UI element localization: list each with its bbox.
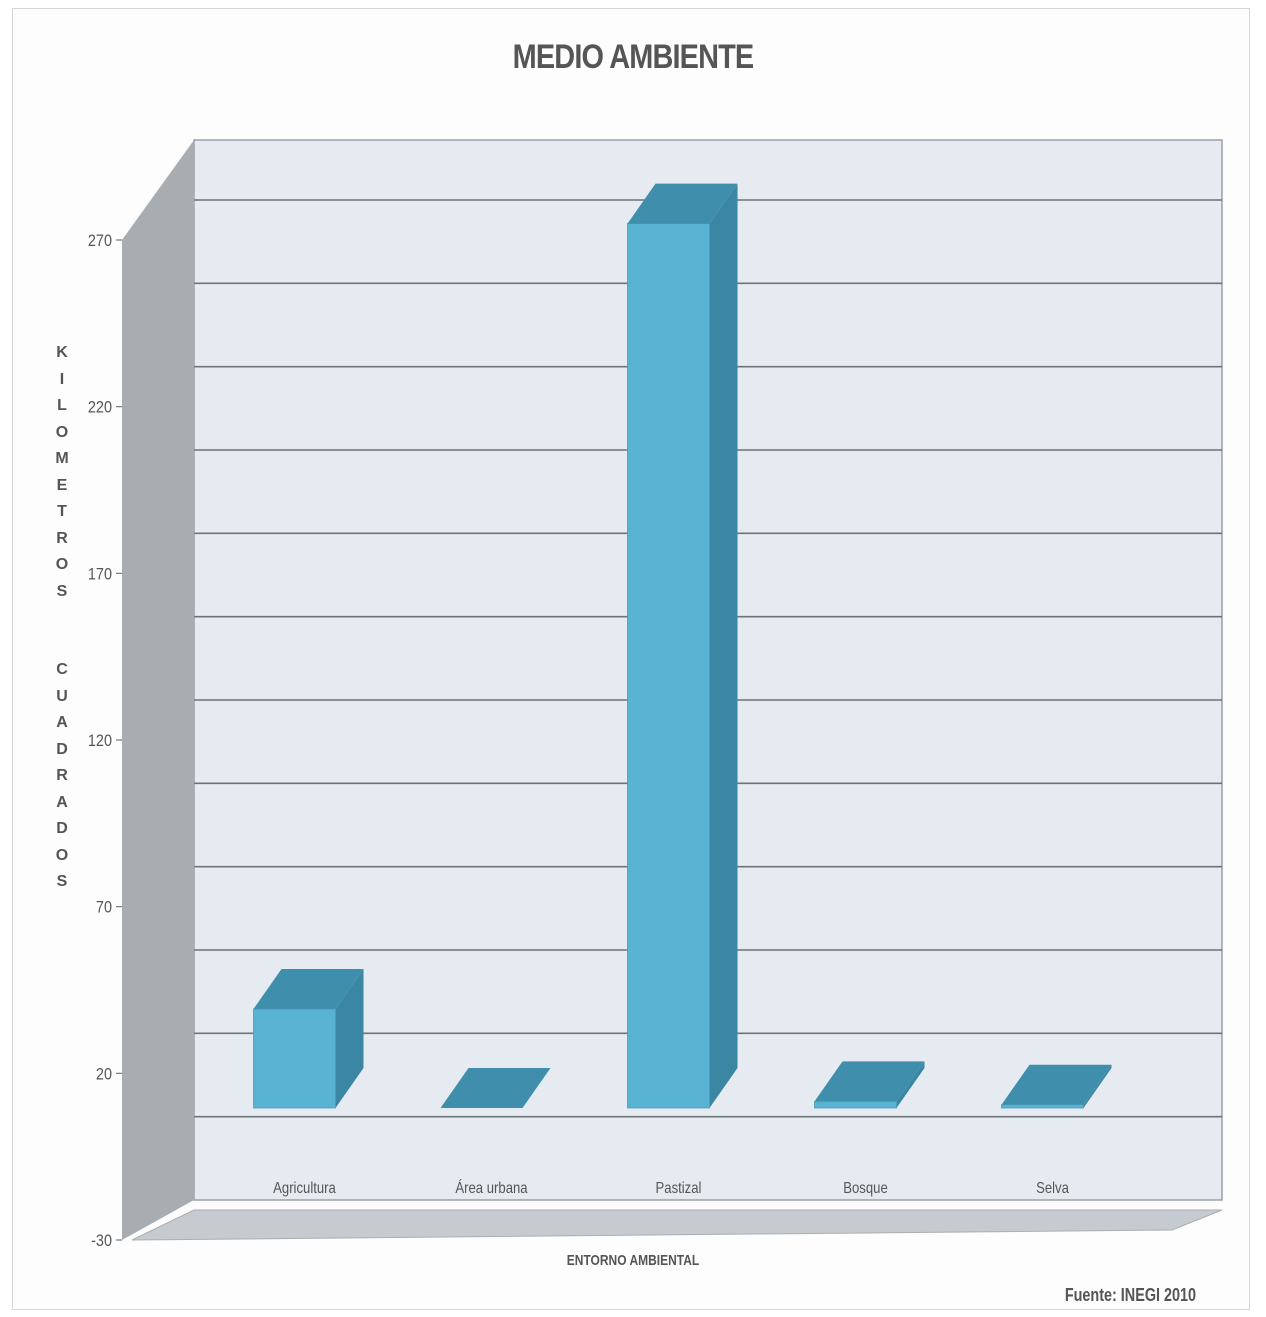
y-axis-label-letter: L (57, 397, 67, 414)
bar-front (1001, 1104, 1084, 1109)
bar-side (335, 969, 364, 1108)
y-axis-label-letter: S (56, 873, 68, 890)
chart-title: MEDIO AMBIENTE (512, 38, 755, 76)
y-axis-label-letter: D (56, 820, 68, 837)
bar (627, 183, 738, 1109)
y-tick-label: -30 (91, 1232, 112, 1250)
bar-side (1083, 1064, 1112, 1108)
y-axis-label-letter: R (56, 529, 68, 547)
bar-top (814, 1061, 925, 1102)
y-axis-label-letter: S (56, 582, 68, 600)
x-tick-label: Agricultura (273, 1180, 336, 1197)
y-axis-label-letter: M (55, 450, 69, 467)
bar-top (1001, 1064, 1112, 1105)
y-axis-ticks: 270 220 170 120 70 20 -30 (88, 232, 122, 1250)
bar (814, 1061, 925, 1109)
x-tick-label: Área urbana (455, 1179, 528, 1198)
y-axis-label-letter: I (59, 370, 65, 388)
chart-bars (253, 183, 1112, 1109)
bar-front (627, 223, 710, 1109)
y-axis-label-letter: K (56, 344, 68, 361)
bar-front (814, 1101, 897, 1109)
bar (440, 1068, 551, 1108)
x-tick-label: Pastizal (656, 1180, 702, 1197)
y-axis-label-letter: R (56, 767, 68, 784)
bar (253, 969, 364, 1109)
bar (1001, 1064, 1112, 1109)
y-tick-label: 170 (88, 565, 112, 583)
source-note: Fuente: INEGI 2010 (1064, 1285, 1196, 1305)
bar-top (440, 1068, 551, 1108)
side-wall (122, 140, 194, 1240)
bar-top (253, 969, 364, 1009)
y-axis-label-letter (52, 605, 72, 657)
y-axis-label-letter: E (56, 476, 68, 494)
x-tick-label: Selva (1036, 1180, 1070, 1197)
y-tick-label: 70 (96, 899, 112, 917)
bar-side (709, 183, 738, 1109)
y-tick-label: 20 (96, 1065, 112, 1083)
y-axis-label-letter: O (55, 846, 69, 864)
y-axis-label-letter: A (56, 714, 68, 731)
y-tick-label: 120 (88, 732, 112, 750)
x-axis-ticks: Agricultura Área urbana Pastizal Bosque Selv… (273, 1179, 1070, 1198)
y-axis-label-letter: D (56, 740, 68, 758)
y-axis-label-letter: A (56, 793, 68, 811)
y-axis-label-letter: O (55, 556, 69, 573)
bar-top (627, 183, 738, 224)
y-axis-label-letter: T (57, 503, 67, 520)
y-axis-label-letter: O (55, 423, 69, 441)
x-tick-label: Bosque (843, 1180, 887, 1197)
y-tick-label: 270 (88, 232, 112, 250)
x-axis-label: ENTORNO AMBIENTAL (566, 1252, 700, 1269)
bar-front (253, 1008, 336, 1109)
floor (131, 1209, 1223, 1241)
y-axis-label-letter: C (56, 661, 68, 678)
bar-side (896, 1061, 925, 1108)
y-axis-label-letter: U (56, 687, 68, 705)
y-tick-label: 220 (88, 399, 112, 417)
